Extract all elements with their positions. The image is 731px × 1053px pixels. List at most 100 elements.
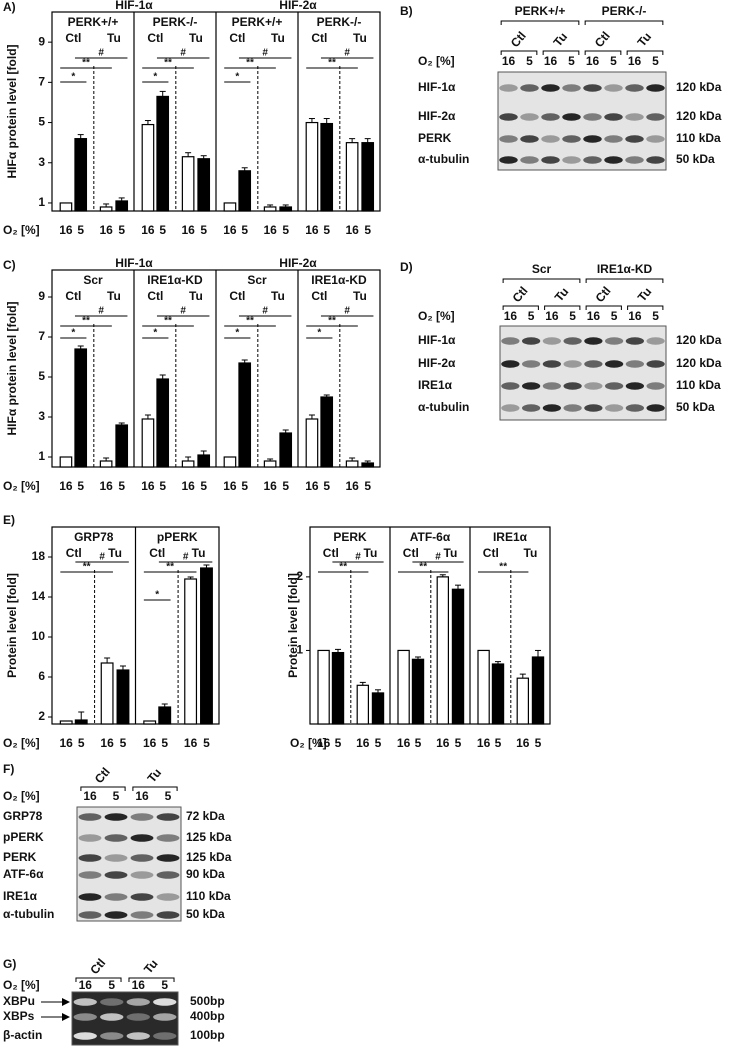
lane-label: 16 [502,54,516,68]
bar [74,719,88,725]
lane-label: 16 [544,54,558,68]
significance-label: * [235,328,239,339]
band [78,893,102,901]
x-tick-label: 5 [323,223,330,237]
y-axis-label: Protein level [fold] [5,573,19,678]
band [625,382,645,390]
significance-label: ** [419,562,427,573]
size-label: 90 kDa [186,867,225,881]
band [501,337,520,345]
lane-label: 5 [568,54,575,68]
x-tick-label: 16 [477,736,491,750]
y-tick-label: 14 [32,589,46,603]
bar [99,460,113,468]
condition-label: Ctl [229,31,245,45]
x-tick-label: 5 [78,736,85,750]
row-label: pPERK [3,830,44,844]
lane-axis-label: O₂ [%] [3,789,40,803]
x-tick-label: 16 [516,736,530,750]
y-tick-label: 6 [38,669,45,683]
condition-label: Tu [141,957,161,977]
condition-label: Ctl [147,31,163,45]
bar [99,206,113,212]
x-tick-label: 5 [241,479,248,493]
significance-label: ** [246,316,254,327]
significance-label: * [317,328,321,339]
band [104,911,128,919]
bar [279,206,293,212]
band [130,871,154,879]
condition-label: Ctl [66,546,82,560]
bar [436,576,450,725]
y-tick-label: 5 [38,369,45,383]
x-tick-label: 5 [364,479,371,493]
x-tick-label: 5 [118,223,125,237]
significance-label: # [344,306,350,317]
row-label: PERK [418,131,452,145]
condition-label: Ctl [483,546,499,560]
y-tick-label: 2 [38,709,45,723]
condition-label: Ctl [508,29,529,50]
x-tick-label: 5 [495,736,502,750]
bar [371,692,385,725]
significance-label: ** [164,58,172,69]
lane-label: 16 [628,54,642,68]
band [104,834,128,842]
bar [317,649,330,725]
condition-label: Ctl [229,289,245,303]
bar [197,158,211,212]
subpanel-name: PERK-/- [153,15,198,29]
size-label: 120 kDa [676,80,722,94]
band [156,911,180,919]
y-tick-label: 2 [296,569,303,583]
bar [156,378,170,468]
x-axis-label: O₂ [%] [3,223,40,237]
lane-label: 16 [132,978,146,992]
row-label: α-tubulin [418,152,469,166]
bar [158,706,172,725]
significance-label: # [180,48,186,59]
lane-axis-label: O₂ [%] [418,54,455,68]
lane-label: 16 [586,54,600,68]
significance-label: * [153,328,157,339]
bar [141,418,155,468]
condition-label: Ctl [311,289,327,303]
band [153,1032,177,1040]
lane-label: 5 [569,309,576,323]
lane-bracket [502,278,581,283]
x-tick-label: 16 [223,479,237,493]
y-tick-label: 5 [38,115,45,129]
band [562,84,581,92]
x-tick-label: 5 [415,736,422,750]
band [156,854,180,862]
bar [331,651,345,725]
band [541,113,560,121]
lane-bracket [500,50,538,55]
size-label: 50 kDa [186,907,225,921]
band [130,854,154,862]
x-tick-label: 16 [305,479,319,493]
condition-label: Ctl [311,31,327,45]
x-tick-label: 16 [60,736,74,750]
bar [184,578,198,725]
band [542,337,562,345]
condition-label: Tu [189,289,203,303]
band [521,337,541,345]
significance-label: ** [82,316,90,327]
significance-label: # [183,552,189,563]
band [78,871,102,879]
x-tick-label: 5 [364,223,371,237]
lane-bracket [502,305,539,310]
x-tick-label: 16 [263,479,277,493]
bar [356,684,370,725]
significance-label: ** [328,58,336,69]
y-tick-label: 1 [38,449,45,463]
x-tick-label: 16 [356,736,370,750]
y-tick-label: 3 [38,409,45,423]
x-tick-label: 16 [143,736,157,750]
x-tick-label: 5 [118,479,125,493]
bar [361,462,375,468]
bar [397,649,410,725]
band [541,156,560,164]
y-axis-label: HIFα protein level [fold] [5,301,19,435]
